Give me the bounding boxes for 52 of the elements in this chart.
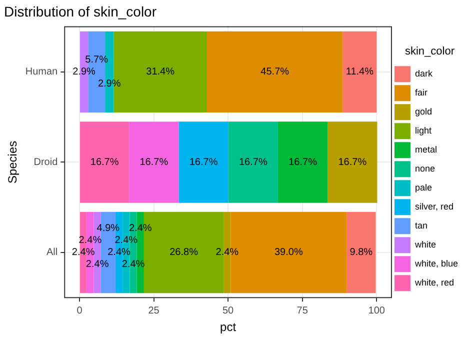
legend-label: gold	[414, 106, 432, 117]
legend-label: white, red	[414, 278, 454, 288]
x-axis-title: pct	[220, 320, 237, 334]
y-tick-label: All	[46, 247, 58, 258]
data-label: 45.7%	[260, 66, 290, 78]
legend-label: tan	[414, 220, 428, 231]
bar	[346, 212, 376, 294]
legend-label: metal	[414, 144, 437, 155]
y-tick-label: Droid	[34, 156, 58, 168]
data-label: 39.0%	[274, 247, 303, 258]
data-label: 11.4%	[346, 66, 374, 78]
x-tick-label: 50	[222, 305, 234, 316]
data-label: 4.9%	[96, 223, 120, 234]
legend-label: fair	[414, 88, 428, 98]
data-label: 31.4%	[146, 66, 175, 78]
bar	[278, 122, 328, 203]
bar	[178, 122, 228, 203]
y-axis-title: Species	[6, 140, 20, 184]
legend-label: none	[414, 164, 436, 174]
data-label: 2.4%	[108, 247, 131, 258]
data-label: 16.7%	[140, 156, 168, 168]
data-label: 16.7%	[90, 156, 119, 168]
bar	[228, 122, 278, 203]
legend-label: white	[414, 240, 436, 250]
legend-title: skin_color	[404, 45, 455, 58]
x-tick-label: 75	[296, 305, 308, 316]
data-label: 2.4%	[216, 247, 239, 258]
data-label: 16.7%	[238, 156, 268, 168]
legend-label: white, blue	[414, 258, 458, 269]
data-label: 9.8%	[350, 247, 373, 258]
bar	[342, 31, 377, 113]
legend-label: pale	[414, 182, 432, 193]
data-label: 2.4%	[72, 247, 95, 258]
data-label: 16.7%	[189, 156, 218, 168]
x-tick-label: 0	[76, 305, 83, 316]
data-label: 16.7%	[288, 156, 318, 168]
x-tick-label: 25	[148, 305, 160, 316]
chart-title: Distribution of skin_color	[4, 3, 157, 20]
data-label: 2.9%	[72, 66, 96, 78]
bar	[129, 122, 179, 203]
x-tick-label: 100	[368, 305, 386, 316]
data-label: 5.7%	[85, 54, 108, 66]
bar	[206, 31, 343, 113]
data-label: 2.4%	[86, 259, 109, 270]
data-label: 16.7%	[338, 156, 367, 168]
y-tick-label: Human	[25, 66, 58, 78]
bar	[328, 122, 378, 203]
legend-label: dark	[414, 68, 433, 79]
legend-label: silver, red	[414, 202, 454, 212]
data-label: 26.8%	[170, 247, 198, 258]
bar	[80, 122, 130, 203]
legend-label: light	[414, 126, 432, 136]
